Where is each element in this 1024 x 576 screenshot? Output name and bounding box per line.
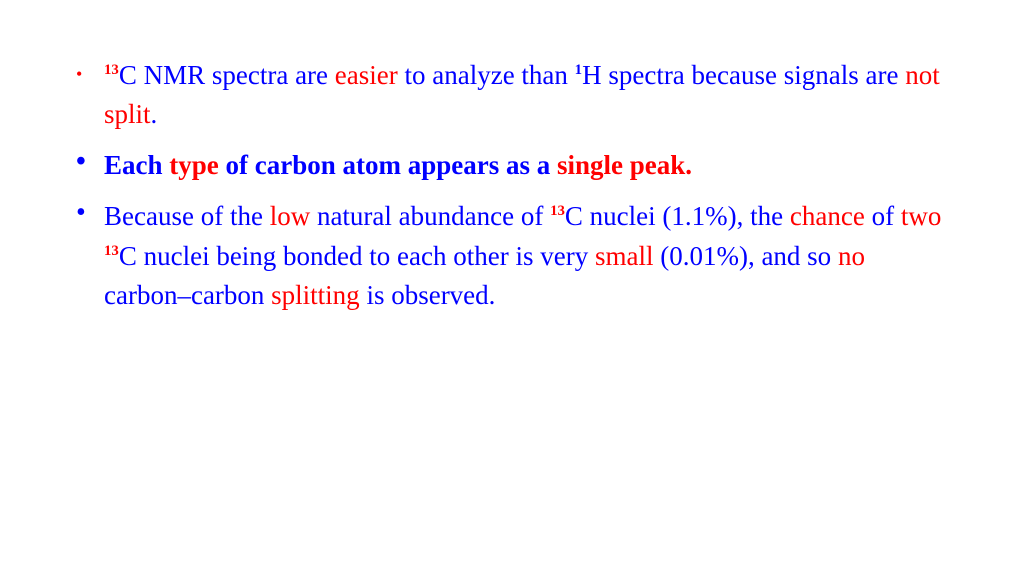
bullet-list: 13C NMR spectra are easier to analyze th… <box>70 56 954 315</box>
text-run: type <box>169 150 219 180</box>
text-run: natural abundance of <box>310 201 550 231</box>
text-run: of <box>865 201 901 231</box>
text-run: H spectra because signals are <box>582 60 905 90</box>
superscript: 1 <box>575 62 582 78</box>
superscript: 13 <box>104 62 119 78</box>
text-run: C nuclei being bonded to each other is v… <box>119 241 595 271</box>
text-run: to analyze than <box>398 60 575 90</box>
superscript: 13 <box>550 203 565 219</box>
text-run: single peak. <box>557 150 692 180</box>
list-item: Because of the low natural abundance of … <box>70 197 954 314</box>
text-run: C nuclei (1.1%), the <box>565 201 790 231</box>
text-run: splitting <box>271 280 360 310</box>
text-run: Because of the <box>104 201 270 231</box>
list-item: 13C NMR spectra are easier to analyze th… <box>70 56 954 134</box>
list-item: Each type of carbon atom appears as a si… <box>70 146 954 185</box>
text-run: two <box>901 201 942 231</box>
text-run: carbon–carbon <box>104 280 271 310</box>
text-run: of carbon atom appears as a <box>219 150 557 180</box>
text-run: (0.01%), and so <box>653 241 837 271</box>
text-run: low <box>270 201 311 231</box>
text-run: C NMR spectra are <box>119 60 335 90</box>
superscript: 13 <box>104 243 119 259</box>
text-run: is observed. <box>360 280 496 310</box>
text-run: chance <box>790 201 865 231</box>
text-run: small <box>595 241 654 271</box>
text-run: Each <box>104 150 169 180</box>
text-run: . <box>151 99 158 129</box>
text-run: easier <box>335 60 398 90</box>
text-run: no <box>838 241 865 271</box>
